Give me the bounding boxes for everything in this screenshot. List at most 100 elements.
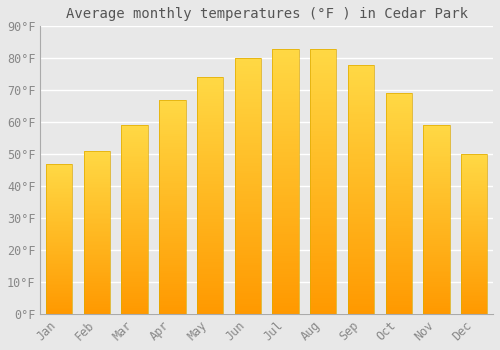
Bar [461,204,487,205]
Bar [348,142,374,145]
Bar [272,173,299,176]
Bar [348,276,374,279]
Bar [386,142,412,144]
Bar [386,204,412,206]
Bar [234,86,261,89]
Bar [84,178,110,180]
Bar [197,312,224,314]
Bar [461,209,487,210]
Bar [234,234,261,237]
Bar [461,181,487,183]
Bar [159,132,186,134]
Bar [348,127,374,130]
Bar [348,267,374,269]
Bar [310,94,336,96]
Bar [84,289,110,291]
Bar [159,153,186,155]
Bar [234,112,261,114]
Bar [122,129,148,131]
Bar [197,148,224,151]
Bar [234,296,261,299]
Bar [272,155,299,158]
Bar [46,206,72,207]
Bar [234,76,261,79]
Bar [386,173,412,175]
Bar [272,123,299,126]
Bar [234,178,261,181]
Title: Average monthly temperatures (°F ) in Cedar Park: Average monthly temperatures (°F ) in Ce… [66,7,468,21]
Bar [310,258,336,261]
Bar [461,226,487,228]
Bar [197,80,224,82]
Bar [348,187,374,189]
Bar [234,63,261,66]
Bar [46,171,72,173]
Bar [310,274,336,277]
Bar [84,172,110,174]
Bar [234,132,261,135]
Bar [46,311,72,313]
Bar [386,153,412,155]
Bar [84,158,110,159]
Bar [197,111,224,113]
Bar [424,189,450,191]
Bar [46,276,72,278]
Bar [197,193,224,196]
Bar [197,309,224,312]
Bar [46,281,72,282]
Bar [197,288,224,290]
Bar [461,274,487,275]
Bar [46,182,72,183]
Bar [424,299,450,301]
Bar [461,256,487,258]
Bar [122,229,148,231]
Bar [348,110,374,112]
Bar [461,170,487,172]
Bar [386,232,412,234]
Bar [234,260,261,263]
Bar [122,197,148,199]
Bar [46,167,72,168]
Bar [310,234,336,237]
Bar [159,151,186,153]
Bar [424,208,450,210]
Bar [272,258,299,261]
Bar [424,233,450,235]
Bar [348,169,374,172]
Bar [424,188,450,189]
Bar [272,72,299,75]
Bar [310,75,336,78]
Bar [197,87,224,89]
Bar [197,106,224,108]
Bar [461,303,487,304]
Bar [197,210,224,212]
Bar [386,168,412,170]
Bar [122,310,148,312]
Bar [272,282,299,285]
Bar [310,78,336,80]
Bar [197,298,224,300]
Bar [310,205,336,208]
Bar [310,181,336,184]
Bar [272,115,299,118]
Bar [386,206,412,208]
Bar [386,124,412,126]
Bar [197,118,224,120]
Bar [424,191,450,193]
Bar [159,196,186,198]
Bar [159,100,186,102]
Bar [424,142,450,144]
Bar [310,224,336,226]
Bar [272,75,299,78]
Bar [84,249,110,250]
Bar [386,241,412,243]
Bar [310,229,336,232]
Bar [272,112,299,115]
Bar [234,186,261,189]
Bar [234,158,261,161]
Bar [84,198,110,200]
Bar [386,292,412,294]
Bar [386,257,412,259]
Bar [272,152,299,155]
Bar [348,87,374,90]
